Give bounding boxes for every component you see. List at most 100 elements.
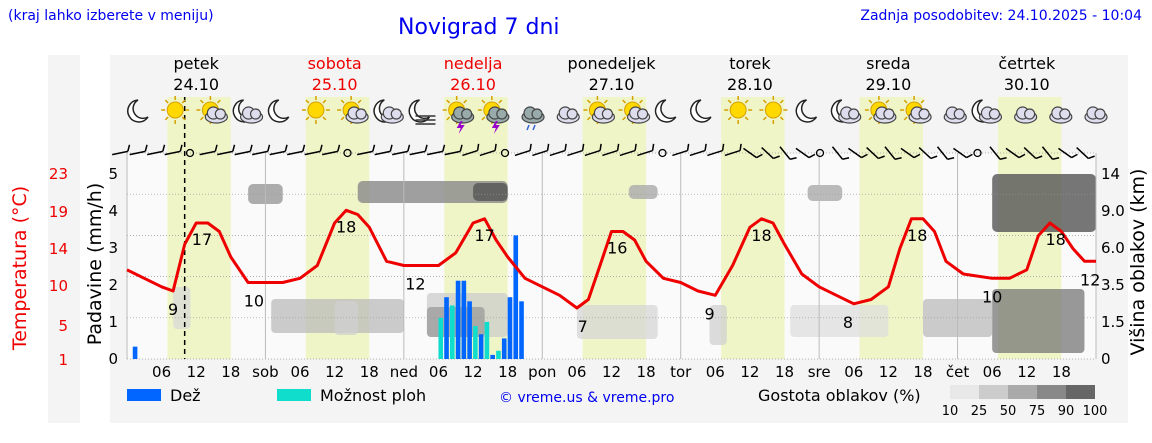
- wind-barb-icon: [269, 144, 288, 156]
- cloud-density-legend-title: Gostota oblakov (%): [758, 386, 921, 405]
- wind-barb-icon: [1041, 146, 1060, 160]
- cloud-density-level: 25: [971, 404, 988, 419]
- temperature-line: [126, 208, 1096, 310]
- day-name: četrtek: [998, 54, 1056, 73]
- wind-barb-icon: [479, 143, 497, 157]
- moon-icon: [795, 99, 818, 123]
- cloud-icon: [337, 96, 369, 124]
- wind-barb-icon: [795, 147, 816, 159]
- x-tick-label: 12: [464, 363, 483, 381]
- x-tick-label: 06: [844, 363, 863, 381]
- temperature-tick-label: 1: [58, 351, 68, 369]
- wind-barb-icon: [234, 144, 253, 156]
- temperature-value-label: 9: [704, 304, 714, 323]
- wind-barb-icon: [900, 147, 921, 159]
- temperature-value-label: 17: [192, 230, 212, 249]
- day-name: sreda: [866, 54, 910, 73]
- calm-wind-icon: [500, 148, 510, 158]
- temperature-tick-label: 19: [49, 203, 68, 221]
- x-tick-label: tor: [670, 363, 692, 381]
- cloud-density-swatch: [1008, 385, 1037, 399]
- cloud-patch: [992, 174, 1096, 232]
- precip-tick-label: 3: [108, 239, 118, 257]
- cloud-icon: [373, 99, 404, 124]
- rain-bar: [467, 301, 472, 359]
- wind-barb-icon: [989, 146, 1007, 160]
- calm-wind-icon: [185, 148, 195, 158]
- storm-bar: [484, 321, 490, 359]
- cloud-icon: [971, 99, 1003, 124]
- temperature-value-label: 17: [474, 226, 494, 245]
- x-tick-label: ned: [390, 363, 418, 381]
- cloud-density-level: 50: [1000, 404, 1017, 419]
- day-name: petek: [174, 54, 220, 73]
- credit-text: © vreme.us & vreme.pro: [499, 390, 674, 406]
- calm-wind-icon: [973, 148, 982, 158]
- cloud-height-tick-label: 1.5: [1101, 313, 1125, 331]
- wind-barb-icon: [689, 143, 707, 157]
- wind-barb-icon: [918, 146, 938, 160]
- cloud-icon: [618, 96, 651, 124]
- cloud-patch: [473, 183, 508, 201]
- temperature-tick-label: 14: [49, 240, 68, 258]
- plot-area: 9 17 10 18 12 17 7 16 9 18 8 18 10 18 12: [126, 97, 1100, 360]
- storm-swatch: [277, 389, 311, 401]
- x-tick-label: sre: [808, 363, 831, 381]
- wind-barb-icon: [112, 144, 131, 156]
- cloud-density-level: 10: [942, 404, 959, 419]
- cloud-patch: [992, 289, 1085, 353]
- wind-barb-icon: [427, 144, 446, 156]
- rain-bar: [519, 301, 524, 359]
- x-tick-label: 12: [879, 363, 898, 381]
- wind-barb-icon: [619, 143, 637, 157]
- x-tick-label: 06: [567, 363, 586, 381]
- temperature-value-label: 18: [751, 226, 771, 245]
- temperature-value-label: 10: [982, 287, 1002, 306]
- x-tick-label: 18: [1052, 363, 1071, 381]
- wind-barb-icon: [672, 143, 690, 157]
- daylight-band: [721, 97, 785, 359]
- x-tick-label: 18: [498, 363, 517, 381]
- cloud-patch: [807, 185, 843, 201]
- wind-barb-icon: [707, 143, 725, 157]
- x-tick-label: 12: [1017, 363, 1036, 381]
- calm-wind-icon: [343, 148, 352, 158]
- wind-barb-icon: [848, 147, 868, 159]
- cloud-height-tick-label: 3.5: [1101, 276, 1125, 294]
- wind-barb-icon: [374, 144, 393, 156]
- temperature-value-label: 16: [607, 239, 627, 258]
- sun-icon: [724, 96, 753, 124]
- storm-bar: [496, 350, 501, 359]
- wind-barb-icon: [147, 144, 166, 156]
- cloud-icon: [864, 96, 897, 124]
- precip-tick-label: 5: [108, 165, 118, 183]
- cloud-icon: [1049, 106, 1073, 124]
- wind-barb-icon: [409, 144, 428, 156]
- rain-bar: [455, 280, 461, 359]
- rain-swatch: [127, 389, 161, 401]
- temperature-tick-label: 23: [49, 165, 68, 183]
- cloud-height-tick-label: 9.0: [1101, 202, 1125, 220]
- day-headers: petek 24.10 sobota 25.10 nedelja 26.10 ponedel…: [173, 54, 1056, 94]
- wind-barb-icon: [584, 143, 602, 157]
- storm-bar: [438, 317, 444, 359]
- precip-tick-label: 2: [108, 276, 118, 294]
- temperature-value-label: 8: [843, 313, 853, 332]
- city-menu-hint[interactable]: (kraj lahko izberete v meniju): [8, 8, 214, 24]
- temperature-tick-label: 10: [49, 277, 68, 295]
- wind-barb-icon: [532, 143, 550, 157]
- x-tick-label: 06: [706, 363, 725, 381]
- cloud-icon: [583, 96, 616, 124]
- rain-cloud-icon: [521, 106, 545, 131]
- wind-barb-icon: [637, 143, 655, 157]
- thunderstorm-icon: [477, 96, 510, 134]
- x-tick-label: 18: [360, 363, 379, 381]
- wind-barb-icon: [287, 144, 306, 156]
- wind-barb-icon: [444, 144, 463, 156]
- cloud-height-tick-label: 14: [1101, 165, 1120, 183]
- wind-barb-icon: [884, 146, 902, 160]
- cloud-height-tick-label: 0: [1101, 350, 1111, 368]
- wind-barb-icon: [304, 144, 323, 156]
- rain-bar: [461, 280, 467, 359]
